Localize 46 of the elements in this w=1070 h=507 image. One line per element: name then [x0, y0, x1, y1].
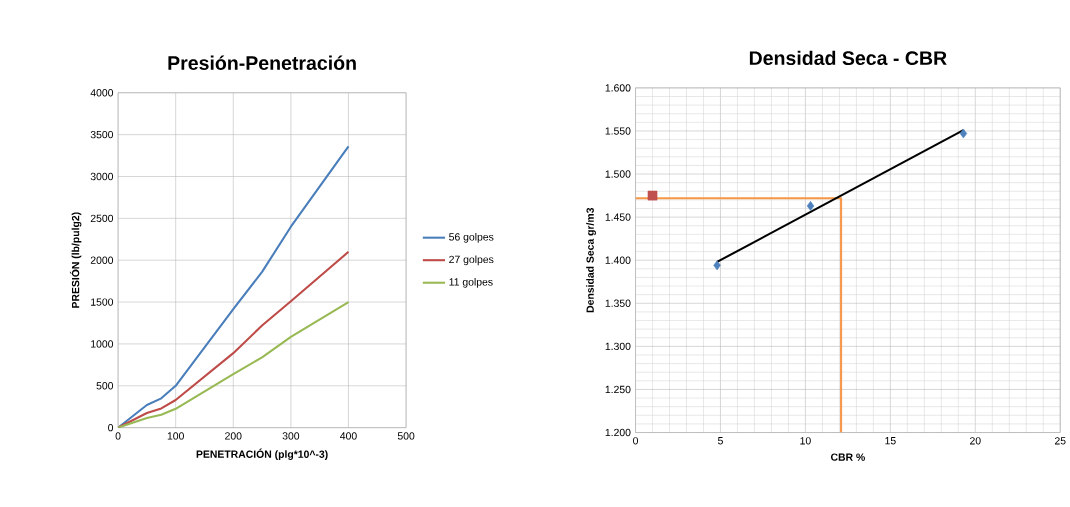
- point: [959, 128, 968, 139]
- point: [713, 260, 721, 271]
- y-axis-title: Densidad Seca gr/m3: [586, 208, 596, 313]
- x-tick-label: 25: [1054, 437, 1066, 445]
- x-axis-title: PENETRACIÓN (plg*10^-3): [196, 448, 328, 461]
- y-tick-label: 1.500: [605, 170, 631, 178]
- y-tick-label: 1.250: [605, 385, 631, 394]
- y-tick-label: 1500: [91, 298, 114, 306]
- x-tick-label: 20: [970, 437, 981, 445]
- y-tick-label: 1000: [91, 340, 114, 348]
- y-tick-label: 2000: [90, 256, 114, 265]
- x-tick-label: 10: [800, 437, 811, 445]
- point: [647, 190, 658, 201]
- x-axis-title: CBR %: [830, 453, 865, 461]
- x-tick-label: 500: [397, 432, 415, 440]
- legend-label: 27 golpes: [449, 255, 494, 266]
- y-tick-label: 3500: [90, 131, 114, 139]
- y-tick-label: 1.600: [605, 84, 631, 92]
- x-tick-label: 300: [282, 432, 300, 440]
- y-tick-label: 3000: [90, 172, 114, 181]
- x-tick-label: 15: [885, 437, 896, 445]
- line-series: [118, 250, 350, 428]
- line-series: [118, 301, 350, 428]
- chart-title: Presión-Penetración: [168, 55, 356, 71]
- y-tick-label: 1.200: [605, 428, 631, 437]
- x-tick-label: 0: [633, 437, 639, 445]
- legend-label: 56 golpes: [449, 233, 494, 243]
- y-tick-label: 1.300: [605, 342, 631, 351]
- y-tick-label: 0: [108, 424, 114, 432]
- y-tick-label: 4000: [90, 89, 114, 97]
- y-tick-label: 1.450: [605, 213, 631, 221]
- x-tick-label: 400: [340, 432, 357, 440]
- x-tick-label: 0: [115, 432, 121, 440]
- x-tick-label: 5: [717, 437, 723, 445]
- legend-label: 11 golpes: [449, 278, 493, 288]
- y-tick-label: 1.350: [605, 299, 631, 308]
- y-axis-title: PRESIÓN (lb/pulg2): [69, 212, 82, 308]
- chart-title: Densidad Seca - CBR: [749, 50, 947, 66]
- y-tick-label: 1.550: [605, 127, 631, 135]
- y-tick-label: 1.400: [605, 256, 631, 265]
- point: [806, 201, 815, 211]
- y-tick-label: 500: [96, 382, 114, 390]
- line-series: [118, 145, 350, 428]
- x-tick-label: 200: [225, 432, 242, 440]
- y-tick-label: 2500: [90, 214, 114, 223]
- x-tick-label: 100: [167, 432, 184, 440]
